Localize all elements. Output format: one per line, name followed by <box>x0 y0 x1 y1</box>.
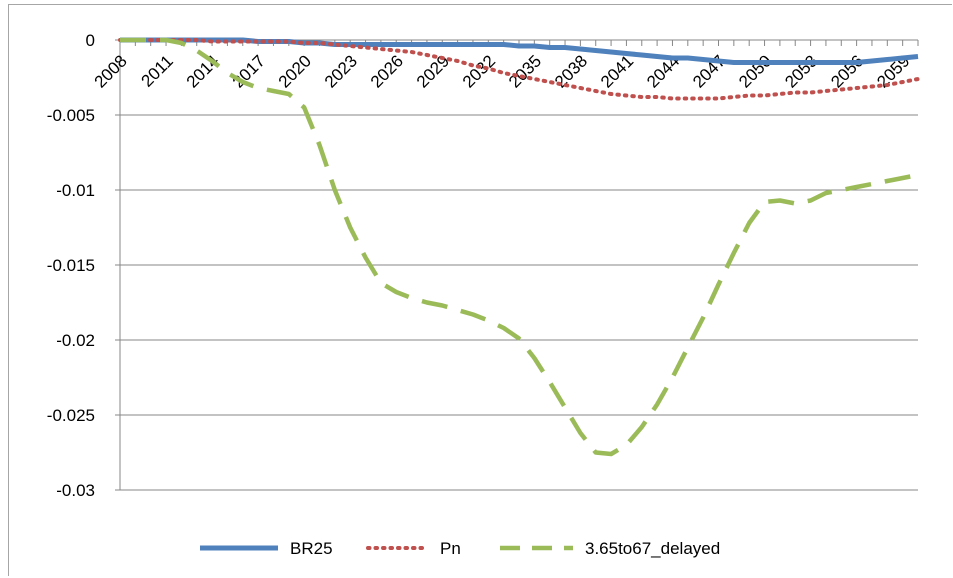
x-tick-label: 2041 <box>597 51 637 91</box>
x-tick-label: 2035 <box>505 51 545 91</box>
y-tick-label: -0.025 <box>47 406 95 425</box>
x-tick-label: 2050 <box>735 51 775 91</box>
x-tick-label: 2020 <box>275 51 315 91</box>
x-tick-label: 2056 <box>827 51 867 91</box>
x-tick-label: 2011 <box>138 51 177 90</box>
y-tick-label: -0.03 <box>56 481 95 500</box>
x-tick-label: 2008 <box>91 51 131 91</box>
y-tick-label: -0.02 <box>56 331 95 350</box>
legend-label: 3.65to67_delayed <box>585 539 720 558</box>
y-tick-label: -0.01 <box>56 181 95 200</box>
series-line-2 <box>118 38 920 101</box>
series-lines <box>118 37 920 457</box>
series-line-3 <box>120 37 919 457</box>
y-tick-labels: 0 -0.005 -0.01 -0.015 -0.02 -0.025 -0.03 <box>47 31 95 500</box>
x-tick-label: 2038 <box>551 51 591 91</box>
chart-frame <box>8 4 952 576</box>
x-tick-label: 2023 <box>321 51 361 91</box>
y-tick-label: 0 <box>86 31 95 50</box>
gridlines <box>120 114 918 491</box>
y-tick-label: -0.005 <box>47 106 95 125</box>
legend: BR25 Pn 3.65to67_delayed <box>200 539 720 558</box>
x-tick-label: 2026 <box>367 51 407 91</box>
legend-label: Pn <box>440 539 461 558</box>
legend-label: BR25 <box>290 539 333 558</box>
x-tick-label: 2053 <box>781 51 821 91</box>
x-tick-label: 2014 <box>183 51 223 91</box>
y-tick-label: -0.015 <box>47 256 95 275</box>
